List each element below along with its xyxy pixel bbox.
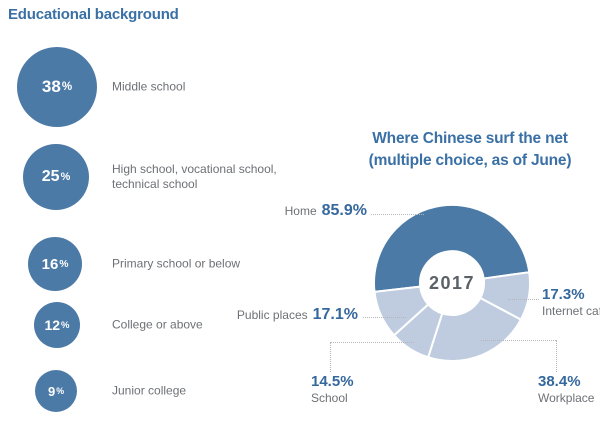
donut-label-internet-cafe: 17.3%Internet cafe <box>542 287 600 319</box>
education-bubble: 9% <box>35 370 77 412</box>
donut-label-school: 14.5% School <box>311 374 354 406</box>
education-bubble: 38% <box>17 47 97 127</box>
leader-school-vertical <box>330 342 331 372</box>
leader-school-horizontal <box>330 342 414 343</box>
donut-label-percent: 85.9% <box>321 202 367 219</box>
donut-slice-home <box>373 203 531 293</box>
leader-workplace-vertical <box>556 340 557 372</box>
donut-label-category: Workplace <box>538 391 595 405</box>
education-bubble-unit: % <box>61 319 70 331</box>
education-bubble-unit: % <box>56 386 65 396</box>
education-bubble-unit: % <box>60 171 71 183</box>
donut-label-category: School <box>311 391 348 405</box>
donut-label-category: Internet cafe <box>542 304 600 318</box>
education-category-label: Junior college <box>112 383 187 398</box>
education-category-label: Middle school <box>112 79 186 94</box>
education-bubble: 25% <box>23 144 89 210</box>
education-bubble-unit: % <box>61 81 73 93</box>
donut-label-percent: 14.5% <box>311 373 354 390</box>
donut-slice-workplace <box>427 297 522 362</box>
education-bubble-value: 25 <box>41 168 60 185</box>
donut-label-percent: 38.4% <box>538 373 581 390</box>
donut-label-percent: 17.3% <box>542 286 585 303</box>
donut-label-category: Home <box>284 204 317 218</box>
education-category-label: College or above <box>112 317 203 332</box>
education-category-label: High school, vocational school, technica… <box>112 162 277 191</box>
education-bubble-value: 16 <box>41 255 59 273</box>
education-bubble-unit: % <box>59 258 69 270</box>
donut-label-home: Home 85.9% <box>237 202 367 220</box>
education-bubble: 16% <box>28 237 82 291</box>
donut-label-percent: 17.1% <box>312 306 358 323</box>
education-bubble-value: 12 <box>44 317 61 333</box>
donut-center-year-label: 2017 <box>428 273 476 293</box>
leader-home <box>371 214 424 215</box>
donut-label-category: Public places <box>236 308 308 322</box>
leader-public-places <box>363 317 406 318</box>
net-chart-title-line1: Where Chinese surf the net <box>372 130 568 147</box>
donut-label-workplace: 38.4% Workplace <box>538 374 594 406</box>
donut-slice-public-places <box>373 285 430 337</box>
net-chart-title-line2: (multiple choice, as of June) <box>368 152 572 169</box>
leader-workplace-horizontal <box>481 340 556 341</box>
leader-internet-cafe <box>508 299 539 300</box>
education-category-label: Primary school or below <box>112 256 241 271</box>
education-bubble: 12% <box>34 302 80 348</box>
education-bubble-value: 9 <box>47 383 56 399</box>
net-chart-title: Where Chinese surf the net (multiple cho… <box>345 128 595 172</box>
donut-label-public-places: Public places 17.1% <box>230 306 358 324</box>
education-bubble-value: 38 <box>41 77 61 96</box>
education-chart-title: Educational background <box>8 6 179 23</box>
